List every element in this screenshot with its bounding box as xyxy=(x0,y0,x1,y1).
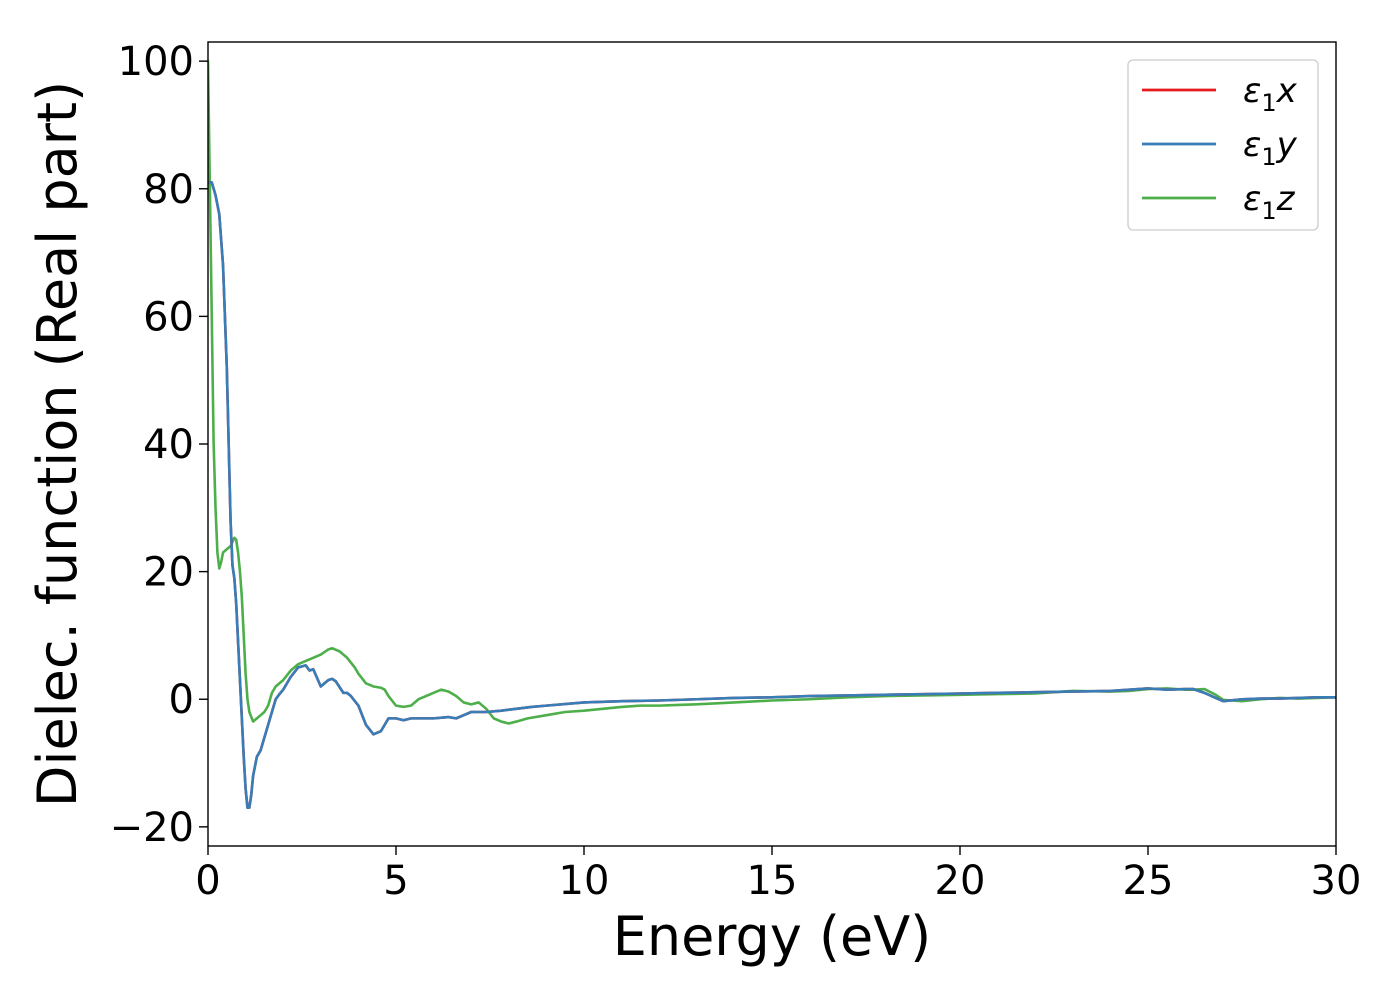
series-layer xyxy=(208,59,1336,810)
series-line-x xyxy=(208,181,1336,810)
y-tick-label: 20 xyxy=(143,550,194,596)
x-tick-label: 25 xyxy=(1123,858,1174,904)
legend-label-z: ε1z xyxy=(1243,179,1296,225)
x-axis: 0 5 10 15 20 25 30 xyxy=(195,846,1361,904)
x-tick-label: 15 xyxy=(747,858,798,904)
legend-box xyxy=(1127,59,1319,231)
y-tick-label: 0 xyxy=(169,677,194,723)
x-tick-label: 0 xyxy=(195,858,220,904)
legend-label-x: ε1x xyxy=(1243,71,1298,117)
legend: ε1x ε1y ε1z xyxy=(1127,59,1319,231)
y-tick-label: 80 xyxy=(143,167,194,213)
legend-label-y: ε1y xyxy=(1243,125,1298,171)
x-tick-label: 20 xyxy=(935,858,986,904)
y-axis: −20 0 20 40 60 80 100 xyxy=(110,39,208,851)
series-line-y xyxy=(208,181,1336,810)
x-tick-label: 5 xyxy=(383,858,408,904)
y-axis-title: Dielec. function (Real part) xyxy=(26,81,89,807)
x-axis-title: Energy (eV) xyxy=(613,905,932,968)
x-tick-label: 10 xyxy=(559,858,610,904)
y-tick-label: 40 xyxy=(143,422,194,468)
y-tick-label: 60 xyxy=(143,294,194,340)
y-tick-label: 100 xyxy=(118,39,194,85)
y-tick-label: −20 xyxy=(110,805,194,851)
x-tick-label: 30 xyxy=(1311,858,1362,904)
